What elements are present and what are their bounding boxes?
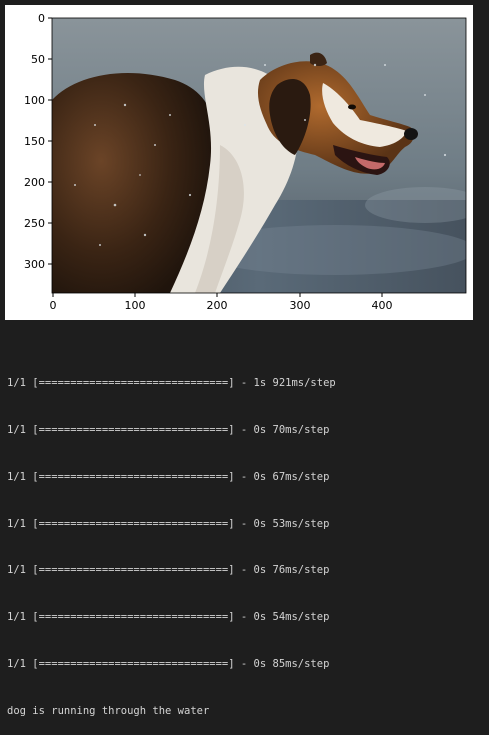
cell-output: 1/1 [==============================] - 1… (7, 345, 487, 735)
x-tick-label: 100 (125, 299, 146, 312)
x-axis: 0 100 200 300 400 (50, 293, 393, 312)
progress-line: 1/1 [==============================] - 0… (7, 657, 330, 670)
progress-line: 1/1 [==============================] - 0… (7, 611, 330, 624)
progress-line: 1/1 [==============================] - 1… (7, 377, 336, 390)
y-tick-label: 300 (24, 258, 45, 271)
progress-line: 1/1 [==============================] - 0… (7, 517, 330, 530)
progress-line: 1/1 [==============================] - 0… (7, 423, 330, 436)
y-tick-label: 150 (24, 135, 45, 148)
progress-line: 1/1 [==============================] - 0… (7, 564, 330, 577)
caption-text: dog is running through the water (7, 704, 210, 717)
y-tick-label: 250 (24, 217, 45, 230)
figure-svg: 0 100 200 300 400 0 50 100 150 200 250 3… (24, 12, 467, 312)
x-tick-label: 200 (207, 299, 228, 312)
y-tick-label: 200 (24, 176, 45, 189)
axes-frame (51, 17, 467, 294)
y-tick-label: 50 (31, 53, 45, 66)
x-tick-label: 400 (372, 299, 393, 312)
progress-line: 1/1 [==============================] - 0… (7, 470, 330, 483)
y-axis: 0 50 100 150 200 250 300 (24, 12, 52, 271)
x-tick-label: 300 (290, 299, 311, 312)
matplotlib-figure: 0 100 200 300 400 0 50 100 150 200 250 3… (5, 5, 473, 320)
y-tick-label: 0 (38, 12, 45, 25)
dog-photo (52, 18, 466, 293)
y-tick-label: 100 (24, 94, 45, 107)
x-tick-label: 0 (50, 299, 57, 312)
